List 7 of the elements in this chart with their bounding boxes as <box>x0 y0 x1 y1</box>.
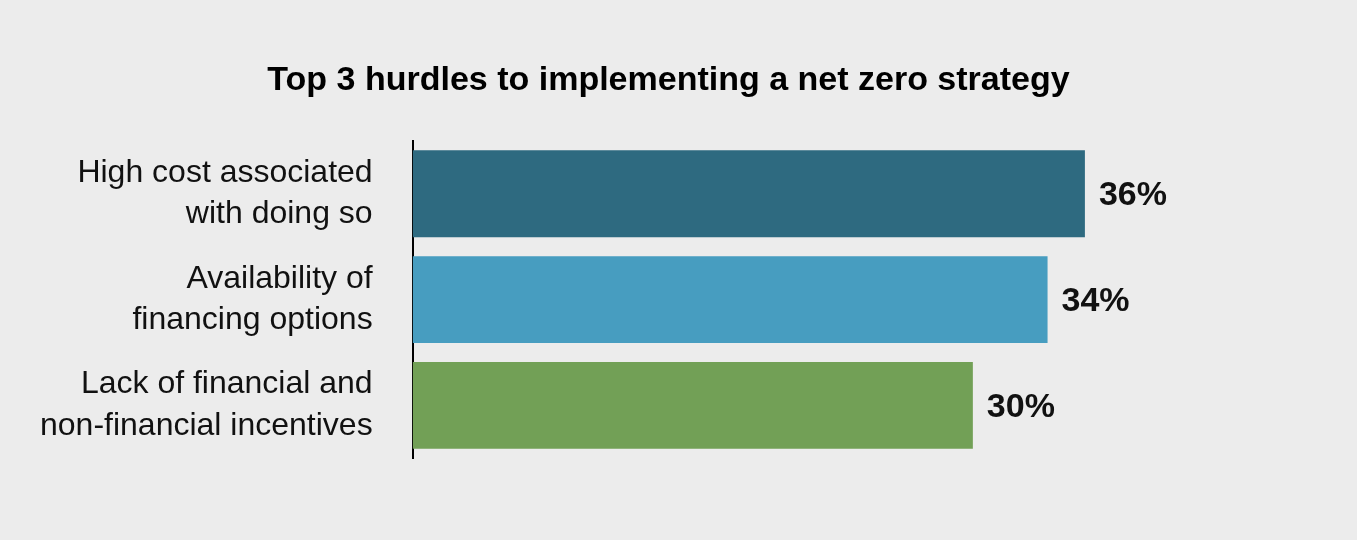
data-label: 36% <box>1098 174 1167 213</box>
y-tick-label: High cost associated with doing so <box>77 152 373 231</box>
y-tick-label: Availability of financing options <box>132 258 373 337</box>
data-label: 34% <box>1061 279 1130 318</box>
y-tick-label: Lack of financial and non-financial incentives <box>40 364 373 443</box>
chart-title: Top 3 hurdles to implementing a net zero strategy <box>267 58 1070 97</box>
data-label: 30% <box>986 385 1055 424</box>
